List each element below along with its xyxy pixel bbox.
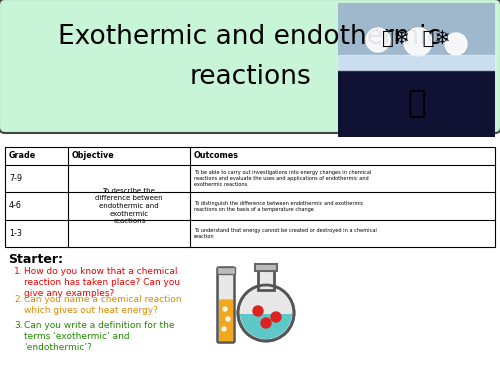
Bar bbox=[258, 268, 274, 290]
FancyBboxPatch shape bbox=[219, 299, 233, 341]
Text: To understand that energy cannot be created or destroyed in a chemical
reaction: To understand that energy cannot be crea… bbox=[194, 228, 377, 239]
Text: 🔥: 🔥 bbox=[408, 89, 426, 118]
Text: To distinguish the difference between endothermic and exothermic
reactions on th: To distinguish the difference between en… bbox=[194, 201, 364, 211]
Bar bbox=[338, 3, 495, 70]
Text: Grade: Grade bbox=[9, 152, 36, 160]
Bar bbox=[338, 70, 495, 137]
Text: Can you name a chemical reaction
which gives out heat energy?: Can you name a chemical reaction which g… bbox=[24, 295, 182, 315]
Text: Starter:: Starter: bbox=[8, 253, 63, 266]
Bar bbox=[217, 267, 235, 274]
Text: Objective: Objective bbox=[72, 152, 115, 160]
Text: 1-3: 1-3 bbox=[9, 229, 22, 238]
Text: 2.: 2. bbox=[14, 295, 22, 304]
Text: To describe the
difference between
endothermic and
exothermic
reactions: To describe the difference between endot… bbox=[95, 188, 163, 224]
Bar bbox=[5, 147, 495, 247]
Circle shape bbox=[253, 306, 263, 316]
Bar bbox=[255, 264, 277, 271]
Circle shape bbox=[226, 317, 230, 321]
FancyBboxPatch shape bbox=[0, 0, 500, 133]
Text: Exothermic and endothermic: Exothermic and endothermic bbox=[58, 24, 442, 50]
Text: Can you write a definition for the
terms ‘exothermic’ and
‘endothermic’?: Can you write a definition for the terms… bbox=[24, 321, 174, 352]
Text: reactions: reactions bbox=[189, 64, 311, 90]
Text: 7-9: 7-9 bbox=[9, 174, 22, 183]
Text: To be able to carry out investigations into energy changes in chemical
reactions: To be able to carry out investigations i… bbox=[194, 170, 372, 187]
Text: 3.: 3. bbox=[14, 321, 22, 330]
Text: 🐻‍❄️  🐻‍❄️: 🐻‍❄️ 🐻‍❄️ bbox=[382, 29, 451, 48]
Circle shape bbox=[261, 318, 271, 328]
Text: Outcomes: Outcomes bbox=[194, 152, 239, 160]
Circle shape bbox=[238, 285, 294, 341]
Circle shape bbox=[445, 33, 467, 55]
Circle shape bbox=[404, 28, 432, 56]
Text: 4-6: 4-6 bbox=[9, 201, 22, 210]
Text: How do you know that a chemical
reaction has taken place? Can you
give any examp: How do you know that a chemical reaction… bbox=[24, 267, 180, 298]
Polygon shape bbox=[240, 287, 292, 313]
Text: 1.: 1. bbox=[14, 267, 22, 276]
FancyBboxPatch shape bbox=[218, 267, 234, 342]
Circle shape bbox=[240, 287, 292, 339]
Circle shape bbox=[223, 307, 227, 311]
Circle shape bbox=[366, 28, 390, 52]
Circle shape bbox=[271, 312, 281, 322]
Circle shape bbox=[222, 327, 226, 331]
